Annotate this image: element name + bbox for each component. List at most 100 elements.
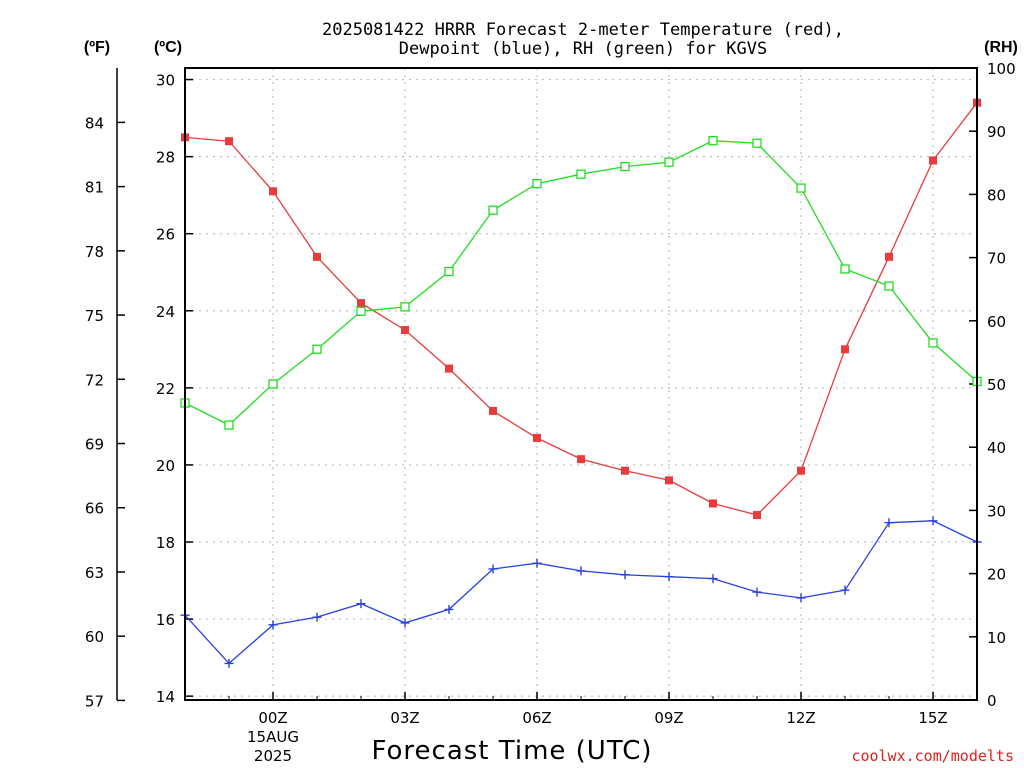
temperature-point [445,364,453,373]
rh-tick-label: 100 [987,60,1016,78]
rh-point [840,264,850,274]
dewpoint-point [796,593,806,603]
x-tick-label: 12Z [786,709,815,727]
x-axis-label: Forecast Time (UTC) [371,736,652,766]
rh-point [356,306,366,316]
dewpoint-point [884,518,894,528]
celsius-tick-label: 28 [156,149,175,167]
dewpoint-point [488,564,498,574]
credit-text: coolwx.com/modelts [851,747,1014,765]
rh-point [620,161,630,172]
rh-point [444,266,454,277]
fahrenheit-tick-label: 69 [85,436,104,454]
x-year-label: 2025 [254,747,292,765]
celsius-tick-label: 16 [156,611,175,629]
fahrenheit-tick-label: 84 [85,114,104,132]
celsius-tick-label: 20 [156,457,175,475]
rh-point [752,138,762,148]
fahrenheit-tick-label: 72 [85,371,104,389]
fahrenheit-tick-label: 66 [85,500,104,518]
rh-point [488,205,498,215]
temperature-point [797,466,805,475]
data-series [180,98,982,668]
dewpoint-point [268,620,278,630]
grid-lines [185,68,977,700]
fahrenheit-axis: 57 60 63 66 69 72 75 78 81 84 [85,114,125,710]
temperature-point [401,326,409,335]
dewpoint-series [180,516,982,668]
celsius-tick-label: 22 [156,380,175,398]
dewpoint-point [224,658,234,668]
dewpoint-point [708,574,718,584]
x-tick-label: 06Z [522,709,551,727]
celsius-axis: 14 16 18 20 22 24 26 28 30 [156,72,193,706]
dewpoint-point [400,618,410,628]
celsius-tick-label: 24 [156,303,175,321]
rh-unit-label: (RH) [984,39,1018,56]
temperature-series [181,98,981,520]
fahrenheit-tick-label: 81 [85,179,104,197]
x-tick-label: 09Z [654,709,683,727]
dewpoint-point [532,558,542,568]
celsius-tick-label: 18 [156,534,175,552]
rh-point [796,183,806,193]
rh-point [400,302,410,312]
rh-point [532,179,542,189]
fahrenheit-unit-label: (ºF) [84,39,110,56]
rh-tick-label: 30 [987,502,1006,520]
celsius-tick-label: 30 [156,72,175,90]
rh-tick-label: 20 [987,566,1006,584]
dewpoint-point [752,587,762,597]
rh-tick-label: 50 [987,376,1006,394]
rh-point [224,420,234,430]
rh-tick-label: 70 [987,250,1006,268]
temperature-point [489,406,497,415]
x-tick-label: 15Z [918,709,947,727]
temperature-point [225,137,233,146]
fahrenheit-tick-label: 75 [85,307,104,325]
rh-point [664,157,674,167]
rh-tick-label: 80 [987,186,1006,204]
temperature-point [577,455,585,464]
temperature-point [709,499,717,508]
temperature-point [621,466,629,475]
rh-point [884,281,894,291]
rh-point [268,379,278,389]
rh-series [180,136,982,430]
rh-point [576,169,586,179]
dewpoint-point [664,572,674,582]
celsius-tick-label: 26 [156,226,175,244]
rh-point [708,136,718,146]
fahrenheit-tick-label: 63 [85,564,104,582]
temperature-point [533,433,541,442]
temperature-point [929,156,937,165]
rh-tick-label: 0 [987,692,997,710]
dewpoint-point [840,585,850,595]
dewpoint-point [576,566,586,576]
fahrenheit-tick-label: 57 [85,692,104,710]
chart-title-line1: 2025081422 HRRR Forecast 2-meter Tempera… [322,20,844,40]
dewpoint-point [444,604,454,614]
rh-line [184,140,978,426]
celsius-tick-label: 14 [156,688,175,706]
temperature-point [357,299,365,308]
dewpoint-point [356,599,366,609]
x-tick-label: 00Z [258,709,287,727]
rh-tick-label: 90 [987,123,1006,141]
chart-title-line2: Dewpoint (blue), RH (green) for KGVS [399,39,767,59]
plot-frame [184,67,978,701]
rh-point [312,344,322,354]
rh-axis: 0 10 20 30 40 50 60 70 80 90 100 [969,60,1016,710]
temperature-point [885,252,893,261]
dewpoint-point [620,570,630,580]
fahrenheit-tick-label: 60 [85,628,104,646]
temperature-line [184,102,978,516]
rh-tick-label: 40 [987,439,1006,457]
temperature-point [753,511,761,520]
rh-point [928,338,938,348]
rh-tick-label: 60 [987,313,1006,331]
dewpoint-point [312,612,322,622]
dewpoint-point [928,516,938,526]
fahrenheit-tick-label: 78 [85,243,104,261]
